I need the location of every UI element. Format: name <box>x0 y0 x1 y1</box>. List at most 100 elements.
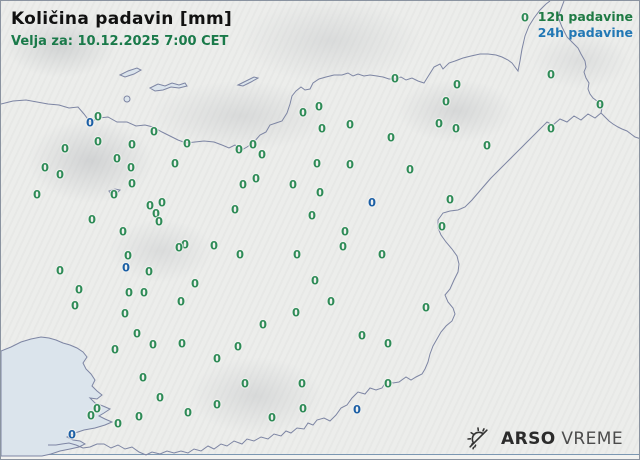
legend: 12h padavine 24h padavine <box>538 9 633 41</box>
station-12h-value: 0 <box>155 390 165 405</box>
station-12h-value: 0 <box>127 176 137 191</box>
station-12h-value: 0 <box>60 141 70 156</box>
station-12h-value: 0 <box>112 151 122 166</box>
station-12h-value: 0 <box>315 185 325 200</box>
station-12h-value: 0 <box>110 342 120 357</box>
station-12h-value: 0 <box>151 206 161 221</box>
station-12h-value: 0 <box>86 408 96 423</box>
station-12h-value: 0 <box>377 247 387 262</box>
station-12h-value: 0 <box>127 137 137 152</box>
title-block: Količina padavin [mm] Velja za: 10.12.20… <box>11 9 232 49</box>
station-12h-value: 0 <box>267 410 277 425</box>
station-12h-value: 0 <box>357 328 367 343</box>
station-12h-value: 0 <box>298 401 308 416</box>
station-12h-value: 0 <box>314 99 324 114</box>
station-12h-value: 0 <box>123 248 133 263</box>
station-12h-value: 0 <box>182 136 192 151</box>
station-12h-value: 0 <box>312 156 322 171</box>
station-24h-value: 0 <box>67 427 77 442</box>
station-12h-value: 0 <box>93 134 103 149</box>
station-12h-value: 0 <box>93 109 103 124</box>
station-12h-value: 0 <box>234 142 244 157</box>
station-12h-value: 0 <box>118 224 128 239</box>
brand-wordmark: ARSO VREME <box>501 429 623 449</box>
station-12h-value: 0 <box>383 376 393 391</box>
station-12h-value: 0 <box>124 285 134 300</box>
station-12h-value: 0 <box>55 263 65 278</box>
station-12h-value: 0 <box>390 71 400 86</box>
station-12h-value: 0 <box>170 156 180 171</box>
station-12h-value: 0 <box>148 337 158 352</box>
station-12h-value: 0 <box>383 336 393 351</box>
station-12h-value: 0 <box>138 370 148 385</box>
station-12h-value: 0 <box>405 162 415 177</box>
station-12h-value: 0 <box>126 160 136 175</box>
station-24h-value: 0 <box>367 195 377 210</box>
station-12h-value: 0 <box>139 285 149 300</box>
station-12h-value: 0 <box>190 276 200 291</box>
station-12h-value: 0 <box>230 202 240 217</box>
station-12h-value: 0 <box>55 167 65 182</box>
station-12h-value: 0 <box>386 130 396 145</box>
station-12h-value: 0 <box>176 294 186 309</box>
station-24h-value: 0 <box>352 402 362 417</box>
station-12h-value: 0 <box>520 10 530 25</box>
station-12h-value: 0 <box>113 416 123 431</box>
station-12h-value: 0 <box>233 339 243 354</box>
station-12h-value: 0 <box>445 192 455 207</box>
station-12h-value: 0 <box>74 282 84 297</box>
station-12h-value: 0 <box>258 317 268 332</box>
station-12h-value: 0 <box>297 376 307 391</box>
station-12h-value: 0 <box>32 187 42 202</box>
station-12h-value: 0 <box>546 121 556 136</box>
station-12h-value: 0 <box>257 147 267 162</box>
station-12h-value: 0 <box>134 409 144 424</box>
station-12h-value: 0 <box>421 300 431 315</box>
station-12h-value: 0 <box>345 157 355 172</box>
station-12h-value: 0 <box>154 214 164 229</box>
station-12h-value: 0 <box>595 97 605 112</box>
station-12h-value: 0 <box>452 77 462 92</box>
station-12h-value: 0 <box>251 171 261 186</box>
station-12h-value: 0 <box>317 121 327 136</box>
brand-vreme: VREME <box>561 428 623 449</box>
station-12h-value: 0 <box>92 401 102 416</box>
station-12h-value: 0 <box>177 336 187 351</box>
page-title: Količina padavin [mm] <box>11 9 233 29</box>
station-12h-value: 0 <box>87 212 97 227</box>
station-12h-value: 0 <box>212 397 222 412</box>
station-12h-value: 0 <box>240 376 250 391</box>
arso-logo: ARSO VREME <box>467 427 623 450</box>
brand-arso: ARSO <box>501 428 556 449</box>
station-24h-value: 0 <box>85 115 95 130</box>
station-12h-value: 0 <box>70 298 80 313</box>
station-12h-value: 0 <box>307 208 317 223</box>
station-12h-value: 0 <box>149 124 159 139</box>
station-12h-value: 0 <box>298 105 308 120</box>
station-12h-value: 0 <box>338 239 348 254</box>
station-12h-value: 0 <box>209 238 219 253</box>
station-12h-value: 0 <box>310 273 320 288</box>
station-12h-value: 0 <box>109 187 119 202</box>
station-12h-value: 0 <box>238 177 248 192</box>
station-12h-value: 0 <box>248 137 258 152</box>
station-12h-value: 0 <box>451 121 461 136</box>
station-12h-value: 0 <box>291 305 301 320</box>
legend-12h-label: 12h padavine <box>537 9 633 24</box>
station-12h-value: 0 <box>546 67 556 82</box>
station-12h-value: 0 <box>345 117 355 132</box>
station-12h-value: 0 <box>120 306 130 321</box>
station-12h-value: 0 <box>482 138 492 153</box>
station-12h-value: 0 <box>144 264 154 279</box>
station-12h-value: 0 <box>437 219 447 234</box>
station-12h-value: 0 <box>40 160 50 175</box>
station-12h-value: 0 <box>132 326 142 341</box>
station-12h-value: 0 <box>174 240 184 255</box>
station-24h-value: 0 <box>121 260 131 275</box>
sun-with-rain-icon <box>467 427 488 450</box>
station-12h-value: 0 <box>441 94 451 109</box>
station-12h-value: 0 <box>288 177 298 192</box>
station-12h-value: 0 <box>434 116 444 131</box>
